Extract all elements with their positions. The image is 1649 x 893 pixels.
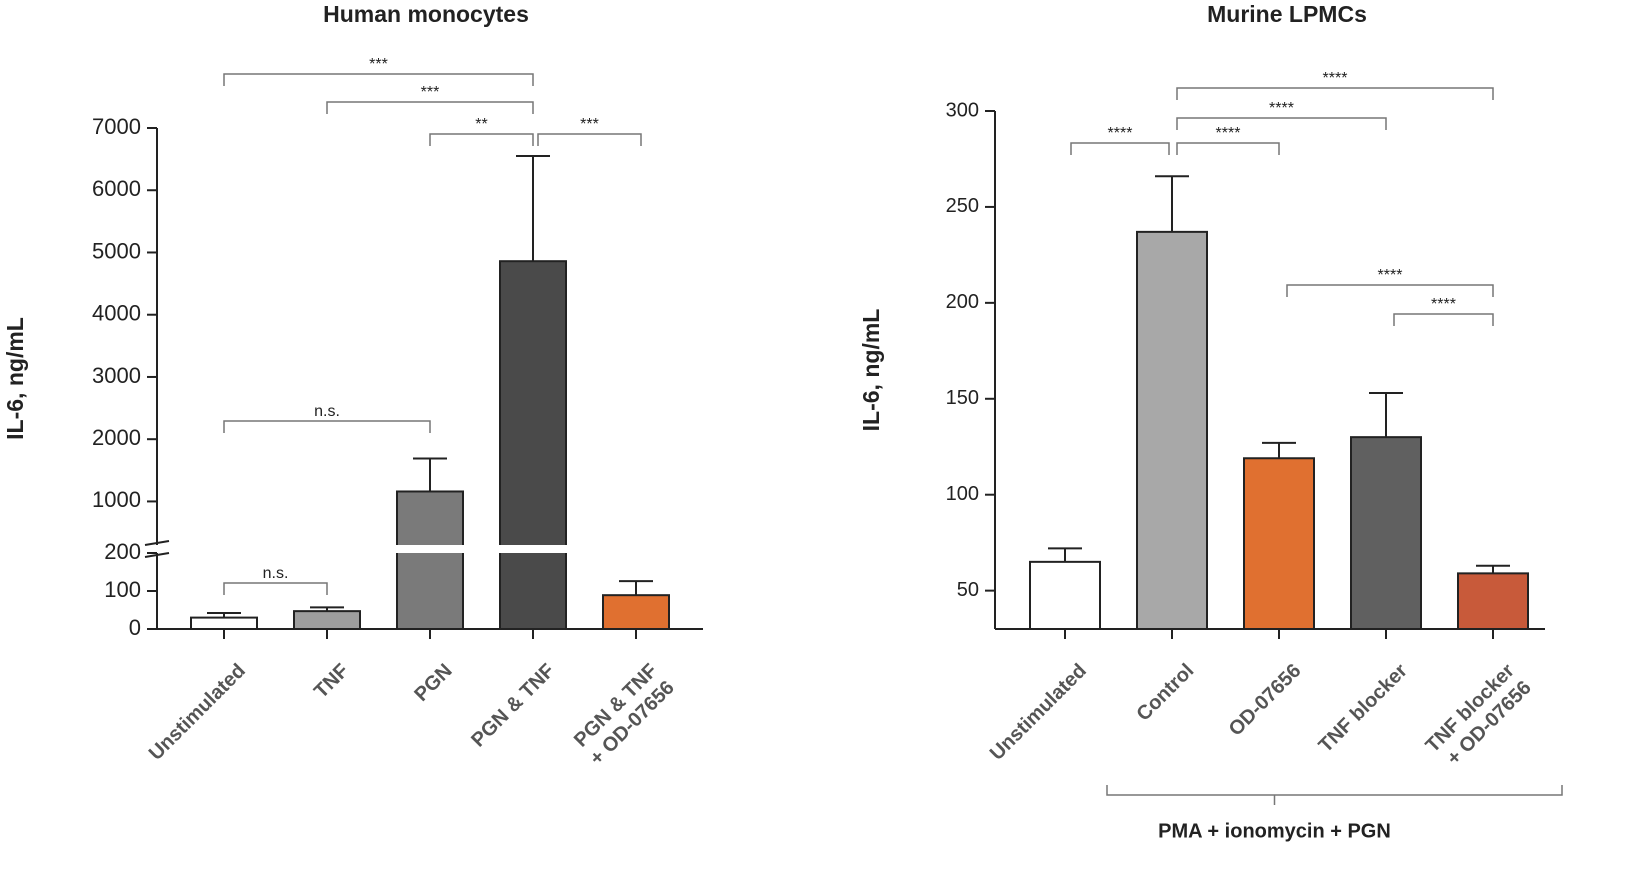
y-tick-label: 1000: [92, 487, 141, 512]
chart-title: Murine LPMCs: [1207, 1, 1367, 27]
y-tick-label: 250: [946, 195, 979, 217]
significance-bracket: [1176, 117, 1387, 130]
y-tick-label: 200: [104, 539, 141, 564]
significance-label: ***: [580, 116, 599, 133]
significance-bracket: [223, 420, 431, 433]
y-tick-label: 50: [957, 579, 979, 601]
y-tick-label: 2000: [92, 425, 141, 450]
significance-label: ****: [1269, 100, 1294, 117]
significance-label: ***: [421, 84, 440, 101]
bar: [1350, 436, 1422, 631]
bar: [190, 616, 258, 630]
bar: [1136, 230, 1208, 630]
significance-label: ****: [1323, 70, 1348, 87]
y-tick-label: 0: [129, 615, 141, 640]
significance-label: n.s.: [263, 565, 289, 582]
bar: [293, 610, 361, 631]
group-label: PMA + ionomycin + PGN: [1158, 820, 1391, 842]
bar: [396, 490, 464, 631]
bar: [602, 594, 670, 630]
bar: [1243, 457, 1315, 631]
significance-label: **: [475, 116, 487, 133]
axis-break: [144, 552, 170, 558]
axis-break-gap: [498, 545, 568, 553]
y-tick-label: 300: [946, 99, 979, 121]
y-tick-label: 4000: [92, 301, 141, 326]
significance-bracket: [223, 582, 328, 595]
significance-bracket: [537, 133, 642, 146]
significance-label: ****: [1378, 267, 1403, 284]
y-tick-label: 6000: [92, 176, 141, 201]
chart-title: Human monocytes: [323, 1, 529, 27]
axis-break: [144, 540, 170, 546]
significance-label: ***: [369, 56, 388, 73]
y-tick-label: 5000: [92, 238, 141, 263]
axis-break-gap: [395, 545, 465, 553]
significance-bracket: [223, 73, 534, 86]
significance-label: ****: [1216, 125, 1241, 142]
group-bracket: [1106, 785, 1563, 805]
significance-bracket: [326, 101, 534, 114]
y-tick-label: 100: [104, 577, 141, 602]
bar: [1029, 560, 1101, 631]
bar: [499, 260, 567, 630]
y-tick-label: 100: [946, 483, 979, 505]
significance-bracket: [1286, 284, 1494, 297]
significance-bracket: [1176, 87, 1494, 100]
y-axis-label: IL-6, ng/mL: [858, 309, 884, 432]
y-axis-label: IL-6, ng/mL: [2, 317, 28, 440]
significance-label: ****: [1431, 296, 1456, 313]
significance-bracket: [1070, 142, 1170, 155]
y-tick-label: 200: [946, 291, 979, 313]
y-tick-label: 7000: [92, 114, 141, 139]
significance-label: ****: [1108, 125, 1133, 142]
significance-label: n.s.: [314, 403, 340, 420]
y-tick-label: 3000: [92, 363, 141, 388]
bar: [1457, 572, 1529, 631]
y-tick-label: 150: [946, 387, 979, 409]
significance-bracket: [1176, 142, 1280, 155]
significance-bracket: [429, 133, 534, 146]
significance-bracket: [1393, 313, 1494, 326]
